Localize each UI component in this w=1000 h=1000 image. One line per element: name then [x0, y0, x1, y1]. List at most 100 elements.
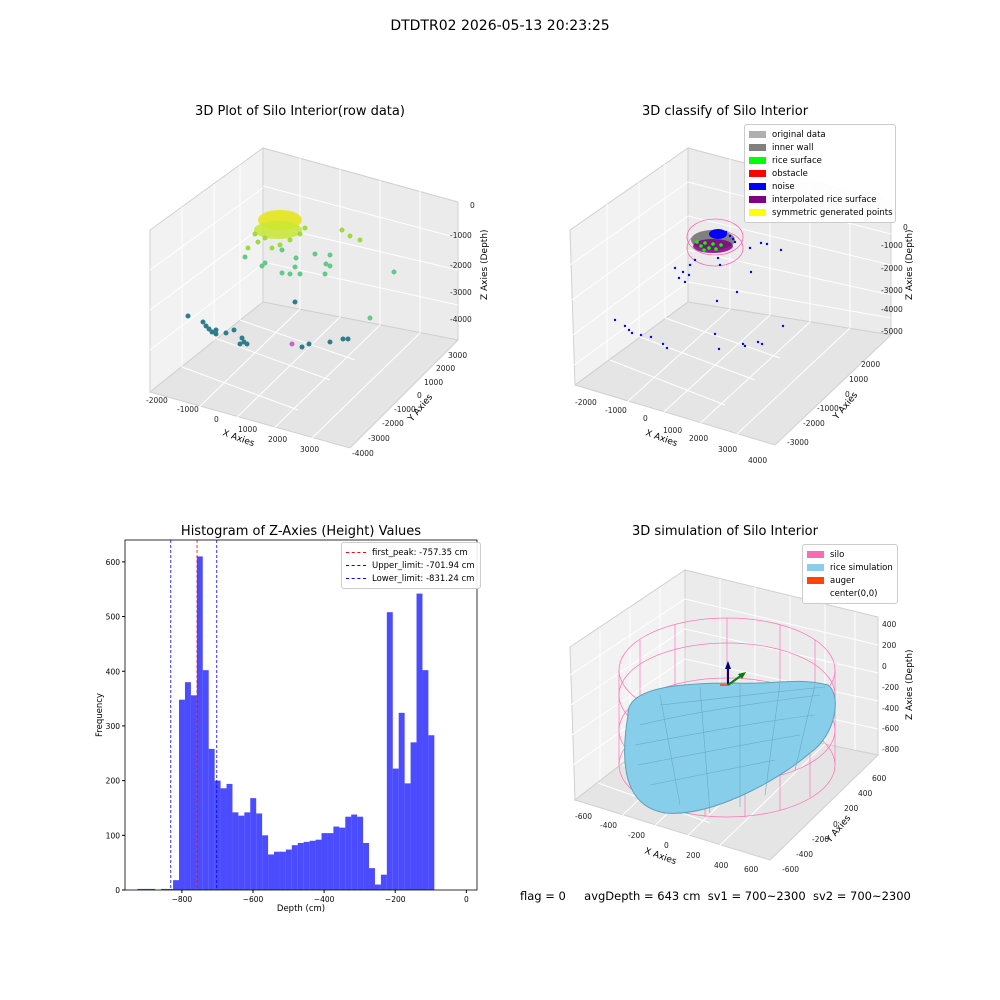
p4-y-tick: -400 — [796, 850, 813, 859]
p1-x-tick: 0 — [214, 415, 219, 424]
p4-z-tick: 200 — [882, 641, 897, 650]
p4-x-tick: 600 — [744, 865, 759, 874]
y-tick-label: 0 — [115, 886, 120, 895]
histogram-bar — [392, 768, 399, 890]
panel3-histogram: −800 −600 −400 −200 0 0 100 200 300 400 500 600 De… — [95, 539, 478, 914]
legend-item-lower-limit: Lower_limit: -831.24 cm — [346, 572, 476, 585]
x-ticks: −800 −600 −400 −200 0 — [172, 890, 469, 904]
histogram-bar — [238, 815, 245, 890]
histogram-bar — [398, 712, 405, 890]
histogram-bar — [279, 851, 286, 890]
status-footer: flag = 0 avgDepth = 643 cm sv1 = 700~230… — [520, 889, 911, 903]
x-tick-label: −400 — [314, 895, 335, 904]
panel1-panes — [148, 147, 460, 449]
histogram-bar — [321, 833, 328, 890]
histogram-bar — [244, 812, 251, 890]
floor-pane — [573, 301, 893, 446]
p1-y-tick: 3000 — [448, 351, 467, 360]
p1-y-tick: -1000 — [394, 405, 416, 414]
histogram-bar — [410, 742, 417, 890]
p4-y-tick: -200 — [812, 835, 829, 844]
panel4-3d-plot: 400 200 0 -200 -400 -600 -800 600 400 20… — [569, 569, 915, 874]
x-tick-label: −600 — [243, 895, 264, 904]
p2-y-tick: 2000 — [861, 360, 880, 369]
legend-item-silo: silo — [807, 548, 893, 561]
p2-z-tick: -2000 — [881, 264, 903, 273]
p4-y-tick: 0 — [833, 820, 838, 829]
x-tick-label: 0 — [464, 895, 469, 904]
p2-y-tick: 0 — [845, 390, 850, 399]
panel2-points — [613, 218, 785, 351]
y-ticks: 0 100 200 300 400 500 600 — [106, 558, 125, 895]
legend-item-noise: noise — [749, 180, 891, 193]
p2-x-tick: 3000 — [718, 445, 737, 454]
panel2-tick-labels: 0 -1000 -2000 -3000 -4000 -5000 2000 100… — [575, 223, 908, 465]
p4-x-label: X Axies — [643, 846, 678, 867]
p4-z-tick: -200 — [882, 683, 899, 692]
auger — [720, 661, 746, 686]
p4-z-tick: -600 — [882, 724, 899, 733]
p2-x-tick: 4000 — [748, 456, 767, 465]
histogram-bar — [374, 884, 381, 890]
legend-item-obstacle: obstacle — [749, 167, 891, 180]
p1-y-tick: 0 — [417, 391, 422, 400]
legend-item-auger: auger — [807, 574, 893, 587]
histogram-bar — [262, 835, 269, 890]
p2-z-tick: 0 — [903, 223, 908, 232]
p2-z-tick: -1000 — [881, 241, 903, 250]
x-axis-label: Depth (cm) — [277, 904, 325, 914]
x-tick-label: −200 — [385, 895, 406, 904]
histogram-bar — [386, 612, 393, 890]
p4-y-label: Y Axies — [824, 813, 853, 845]
histogram-bar — [297, 842, 304, 890]
p1-y-tick: -3000 — [368, 434, 390, 443]
p1-y-tick: -4000 — [352, 449, 374, 458]
panel1-title: 3D Plot of Silo Interior(row data) — [195, 104, 405, 119]
p4-y-tick: -600 — [782, 865, 799, 874]
panel2-title: 3D classify of Silo Interior — [641, 104, 809, 119]
histogram-bar — [285, 849, 292, 890]
p1-z-tick: -4000 — [450, 315, 472, 324]
histogram-bar — [149, 888, 156, 890]
p4-x-tick: -200 — [628, 831, 645, 840]
y-tick-label: 400 — [106, 667, 121, 676]
p4-x-tick: 400 — [714, 861, 729, 870]
p1-y-tick: 1000 — [424, 378, 443, 387]
histogram-bar — [345, 816, 352, 890]
p1-x-tick: -2000 — [146, 396, 168, 405]
y-tick-label: 300 — [106, 722, 121, 731]
histogram-bar — [173, 880, 180, 890]
legend-item-rice-surface: rice surface — [749, 154, 891, 167]
histogram-bar — [327, 833, 334, 890]
p4-x-tick: -400 — [600, 821, 617, 830]
histogram-bar — [416, 593, 423, 890]
histogram-bar — [428, 735, 435, 890]
p2-z-tick: -4000 — [881, 305, 903, 314]
histogram-bar — [190, 695, 197, 890]
panel4-title: 3D simulation of Silo Interior — [632, 524, 818, 539]
histogram-bar — [220, 788, 227, 890]
y-tick-label: 500 — [106, 613, 121, 622]
histogram-bar — [309, 840, 316, 890]
histogram-bar — [184, 682, 191, 890]
p1-y-tick: 2000 — [436, 364, 455, 373]
plot-frame — [124, 539, 478, 891]
histogram-bar — [303, 841, 310, 890]
p1-x-tick: 1000 — [238, 425, 257, 434]
histogram-bar — [167, 888, 174, 890]
p1-y-tick: -2000 — [382, 419, 404, 428]
histogram-bar — [315, 839, 322, 890]
histogram-threshold-lines — [170, 540, 218, 890]
histogram-bar — [268, 854, 275, 890]
legend-item-upper-limit: Upper_limit: -701.94 cm — [346, 559, 476, 572]
legend-item-symmetric: symmetric generated points — [749, 206, 893, 219]
p4-y-tick: 600 — [872, 774, 887, 783]
histogram-bar — [380, 874, 387, 890]
legend-item-center: center(0,0) — [807, 587, 893, 600]
p4-y-tick: 400 — [858, 789, 873, 798]
p4-z-tick: 0 — [882, 662, 887, 671]
panel2-legend: original data inner wall rice surface ob… — [744, 124, 896, 223]
histogram-bar — [143, 888, 150, 890]
panel3-title: Histogram of Z-Axies (Height) Values — [180, 524, 422, 539]
histogram-bar — [161, 888, 168, 890]
